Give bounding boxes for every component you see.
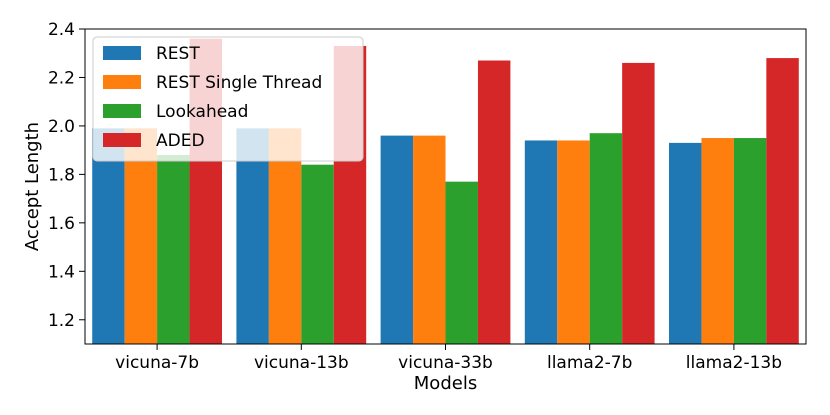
x-axis-title: Models: [414, 373, 477, 394]
bar-rest-single-thread-llama2-13b: [701, 138, 734, 344]
bar-rest-vicuna-33b: [380, 135, 414, 344]
x-tick-label: vicuna-13b: [254, 353, 349, 373]
x-axis: vicuna-7b vicuna-13b vicuna-33b llama2-7b ll…: [115, 344, 782, 373]
bar-aded-llama2-7b: [622, 62, 655, 345]
plot-frame: [84, 28, 807, 345]
legend-swatch: [103, 46, 141, 60]
bar-lookahead-llama2-13b: [733, 138, 767, 344]
bar-aded-vicuna-33b: [477, 60, 511, 344]
bar-rest-llama2-13b: [669, 142, 702, 344]
y-tick-label: 1.6: [48, 214, 75, 234]
bar-rest-llama2-7b: [524, 140, 558, 344]
legend-label: ADED: [156, 131, 205, 151]
bar-lookahead-vicuna-33b: [445, 181, 478, 344]
bar-rest-single-thread-vicuna-33b: [413, 135, 446, 344]
legend-label: REST Single Thread: [156, 73, 322, 93]
legend-swatch: [103, 75, 141, 89]
y-axis-title: Accept Length: [22, 122, 43, 251]
y-tick-label: 2.4: [48, 20, 75, 40]
bar-aded-llama2-13b: [766, 58, 799, 344]
bar-lookahead-llama2-7b: [589, 133, 623, 344]
legend-label: REST: [156, 44, 200, 64]
bar-rest-vicuna-13b: [236, 128, 269, 344]
legend-swatch: [103, 133, 141, 147]
y-tick-label: 2.2: [48, 68, 75, 88]
y-tick-label: 2.0: [48, 117, 75, 137]
legend-label: Lookahead: [156, 102, 248, 122]
x-tick-label: llama2-13b: [686, 353, 782, 373]
y-axis: 1.2 1.4 1.6 1.8 2.0 2.2 2.4: [48, 20, 85, 331]
legend-box: [92, 36, 364, 162]
bar-lookahead-vicuna-7b: [157, 155, 190, 344]
bar-rest-single-thread-vicuna-13b: [268, 128, 302, 344]
legend: REST REST Single Thread Lookahead ADED: [92, 36, 364, 162]
x-tick-label: llama2-7b: [547, 353, 632, 373]
x-tick-label: vicuna-33b: [398, 353, 493, 373]
y-tick-label: 1.4: [48, 262, 75, 282]
x-tick-label: vicuna-7b: [115, 353, 199, 373]
y-tick-label: 1.8: [48, 165, 75, 185]
bar-rest-vicuna-7b: [92, 128, 125, 344]
bar-lookahead-vicuna-13b: [301, 164, 334, 344]
bars-group: [92, 38, 799, 345]
bar-rest-single-thread-llama2-7b: [557, 140, 590, 344]
bar-rest-single-thread-vicuna-7b: [124, 128, 158, 344]
legend-swatch: [103, 104, 141, 118]
y-tick-label: 1.2: [48, 311, 75, 331]
